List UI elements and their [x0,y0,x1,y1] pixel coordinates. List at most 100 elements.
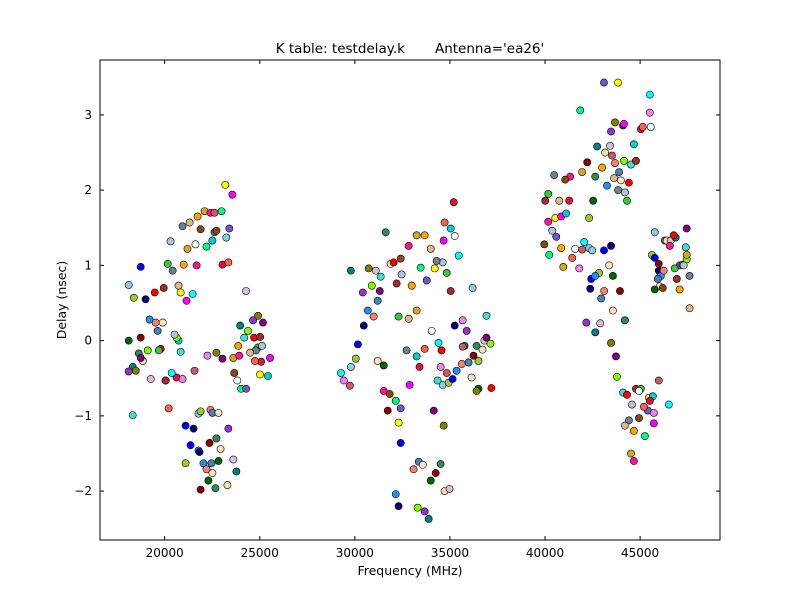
data-point [371,266,380,275]
y-tick-label: 0 [84,334,92,348]
data-point [412,306,421,315]
data-point [621,421,629,430]
data-point [620,120,628,128]
data-point [629,140,638,149]
data-point [207,459,216,468]
data-point [685,272,694,280]
data-point [396,439,405,447]
data-point [681,243,690,252]
data-point [145,315,154,324]
x-tick-label: 30000 [336,546,374,560]
data-point [629,427,638,435]
data-point [391,396,400,405]
data-point [575,264,584,273]
data-point [256,332,265,341]
data-point [364,264,373,273]
data-point [339,376,348,385]
data-point [486,339,495,348]
data-point [628,400,636,409]
data-point [397,270,406,279]
data-point [154,346,163,355]
data-point [653,275,662,283]
data-point [650,285,659,294]
data-point [665,241,674,250]
data-point [214,457,223,465]
data-point [614,78,622,87]
data-point [625,178,633,187]
data-point [381,228,390,237]
data-point [424,515,433,523]
data-point [591,328,600,337]
data-point [242,384,250,393]
data-point [614,186,622,195]
data-point [214,408,223,417]
data-point [385,390,394,398]
data-point [446,224,455,233]
data-point [467,373,476,382]
data-point [440,218,449,227]
data-point [358,288,367,297]
data-point [436,460,445,468]
data-point [412,352,421,361]
data-point [608,151,616,160]
data-point [229,455,238,464]
data-point [654,259,663,268]
data-point [578,245,587,254]
data-point [658,284,667,292]
data-point [640,432,649,441]
data-point [469,351,478,360]
data-point [392,279,401,288]
data-point [409,465,418,474]
data-point [353,340,362,349]
data-point [448,375,457,383]
data-point [228,190,237,199]
data-point [449,198,458,207]
data-point [146,375,155,383]
data-point [591,172,600,181]
data-point [583,158,592,167]
data-point [131,366,140,375]
data-point [391,490,400,499]
data-point [222,233,231,242]
data-point [544,190,553,198]
x-tick-label: 35000 [431,546,469,560]
data-point [605,261,614,270]
data-point [541,196,550,205]
data-point [337,369,345,377]
data-point [482,311,491,320]
data-point [161,376,170,385]
data-point [211,484,220,492]
data-point [251,357,259,365]
data-point [454,251,463,260]
data-point [596,319,605,328]
data-point [236,321,245,330]
data-point [422,276,431,285]
data-point [664,400,673,409]
y-tick-label: −2 [74,484,92,498]
data-point [204,476,213,485]
scatter-points [124,78,694,523]
data-point [600,287,609,295]
data-point [394,312,403,321]
data-point [235,351,244,360]
data-point [659,266,668,275]
data-point [189,424,198,433]
data-point [654,376,663,385]
data-point [373,357,382,365]
data-point [458,342,467,351]
data-point [442,369,451,377]
data-point [565,196,574,205]
data-point [607,127,615,136]
data-point [203,351,212,360]
data-point [650,253,659,262]
data-point [163,259,172,268]
data-point [249,316,257,325]
data-point [346,381,354,390]
data-point [375,287,384,295]
data-point [208,469,217,477]
data-point [679,261,688,270]
data-point [186,441,195,450]
x-axis-label: Frequency (MHz) [357,563,462,578]
data-point [611,159,619,167]
